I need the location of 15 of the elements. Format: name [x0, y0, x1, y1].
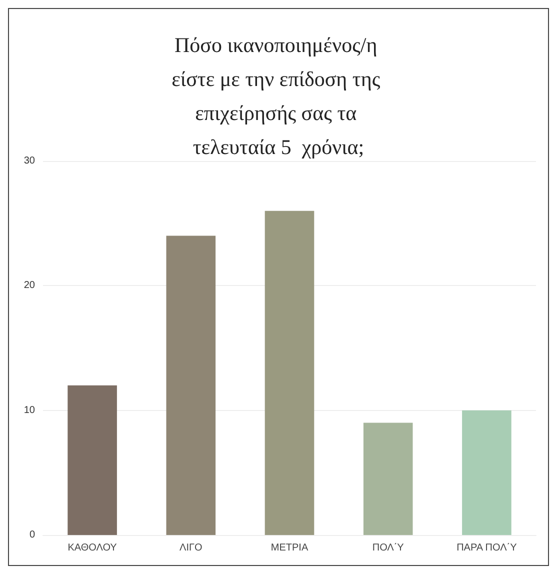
- x-tick-label: ΜΕΤΡΙΑ: [270, 542, 308, 554]
- x-tick-label: ΛΙΓΟ: [180, 542, 202, 554]
- y-tick-label: 10: [24, 404, 36, 416]
- bar: [363, 422, 413, 535]
- bar: [166, 236, 216, 535]
- x-tick-label: ΚΑΘΟΛΟΥ: [68, 542, 118, 554]
- bar: [68, 385, 117, 535]
- bar: [462, 410, 512, 535]
- y-tick-label: 30: [24, 156, 36, 166]
- chart-title: Πόσο ικανοποιημένος/η είστε με την επίδοση της επιχείρησής σας τα τελευταία 5 χρόνια;: [172, 33, 386, 159]
- bar: [264, 210, 314, 535]
- x-tick-label: ΠΟΛ΄Υ: [372, 542, 404, 554]
- x-tick-label: ΠΑΡΑ ΠΟΛ΄Υ: [456, 542, 518, 554]
- y-tick-label: 0: [29, 530, 36, 540]
- y-tick-label: 20: [24, 280, 36, 292]
